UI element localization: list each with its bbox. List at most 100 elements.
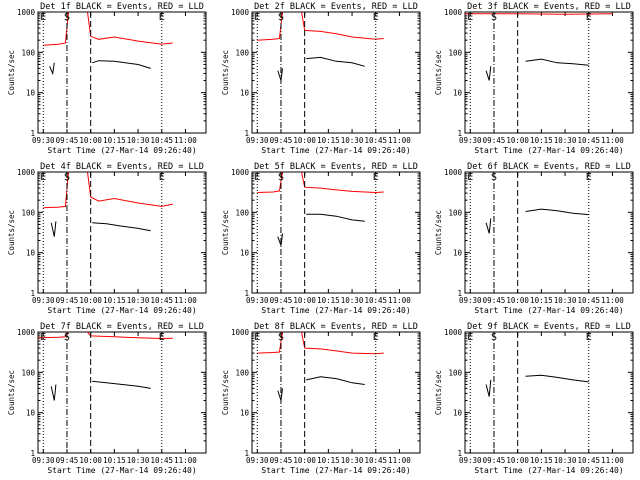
plot-frame: [464, 171, 634, 294]
y-tick-label: 1000: [231, 168, 250, 177]
x-axis: 09:30 09:45 10:00 10:15 10:30 10:45 11:00: [246, 332, 411, 465]
chart-panel-2: Det 2f BLACK = Events, RED = LLD 1 10 100 10…: [221, 2, 421, 155]
plot-frame: [251, 11, 421, 134]
x-tick-label: 10:45: [364, 296, 387, 305]
y-tick-label: 1000: [444, 328, 463, 337]
y-tick-label: 10: [26, 249, 36, 258]
y-tick-label: 1: [244, 449, 249, 458]
y-axis-label: Counts/sec: [434, 50, 443, 95]
chart-title: Det 7f BLACK = Events, RED = LLD: [40, 322, 204, 332]
y-tick-label: 10: [240, 409, 250, 418]
y-tick-label: 10: [240, 249, 250, 258]
x-tick-label: 10:45: [577, 296, 600, 305]
series-line-events: [277, 388, 283, 401]
marker-label: E: [586, 332, 592, 343]
y-axis-label: Counts/sec: [221, 370, 230, 415]
y-tick-label: 1: [457, 289, 462, 298]
x-tick-label: 10:00: [293, 456, 316, 465]
x-axis: 09:30 09:45 10:00 10:15 10:30 10:45 11:00: [32, 332, 197, 465]
chart-panel-1: Det 1f BLACK = Events, RED = LLD 1 10 100 10…: [7, 2, 207, 155]
x-tick-label: 10:30: [554, 296, 577, 305]
chart-panel-7: Det 7f BLACK = Events, RED = LLD 1 10 100 10…: [7, 322, 207, 475]
marker-label: E: [159, 332, 165, 343]
series-line-events: [277, 68, 283, 81]
x-tick-label: 10:15: [530, 456, 553, 465]
plot-area: [42, 12, 173, 133]
series-line-lld: [87, 12, 173, 45]
marker-label: S: [278, 12, 284, 23]
x-tick-label: 09:45: [483, 136, 506, 145]
plot-frame: [251, 171, 421, 294]
y-tick-label: 10: [453, 249, 463, 258]
x-tick-label: 10:15: [317, 456, 340, 465]
x-tick-label: 10:45: [577, 456, 600, 465]
y-tick-label: 100: [235, 208, 249, 217]
y-tick-label: 10: [26, 89, 36, 98]
x-tick-label: 11:00: [388, 456, 411, 465]
y-axis: 1 10 100 1000: [231, 328, 420, 458]
y-tick-label: 1000: [17, 328, 36, 337]
x-tick-label: 11:00: [601, 456, 624, 465]
y-tick-label: 100: [448, 368, 462, 377]
x-tick-label: 09:45: [483, 296, 506, 305]
x-tick-label: 09:30: [459, 456, 482, 465]
series-line-lld: [87, 172, 173, 207]
x-axis-label: Start Time (27-Mar-14 09:26:40): [261, 466, 410, 475]
x-tick-label: 09:30: [459, 136, 482, 145]
marker-label: S: [64, 332, 70, 343]
x-tick-label: 10:30: [341, 456, 364, 465]
x-tick-label: 10:45: [150, 296, 173, 305]
series-line-lld: [257, 172, 283, 193]
x-axis: 09:30 09:45 10:00 10:15 10:30 10:45 11:00: [459, 172, 624, 305]
x-axis-label: Start Time (27-Mar-14 09:26:40): [47, 306, 196, 315]
x-tick-label: 10:45: [150, 136, 173, 145]
x-tick-label: 10:45: [577, 136, 600, 145]
x-tick-label: 09:30: [32, 296, 55, 305]
x-axis-label: Start Time (27-Mar-14 09:26:40): [474, 466, 623, 475]
chart-panel-5: Det 5f BLACK = Events, RED = LLD 1 10 100 10…: [221, 162, 421, 315]
x-tick-label: 11:00: [601, 296, 624, 305]
x-tick-label: 09:30: [459, 296, 482, 305]
x-tick-label: 10:15: [103, 296, 126, 305]
plot-area: [256, 172, 384, 293]
x-tick-label: 09:45: [56, 456, 79, 465]
y-tick-label: 100: [235, 368, 249, 377]
y-axis-label: Counts/sec: [434, 210, 443, 255]
series-line-events: [277, 233, 283, 246]
x-axis: 09:30 09:45 10:00 10:15 10:30 10:45 11:00: [246, 172, 411, 305]
x-tick-label: 11:00: [174, 296, 197, 305]
chart-panel-6: Det 6f BLACK = Events, RED = LLD 1 10 100 10…: [434, 162, 634, 315]
chart-title: Det 9f BLACK = Events, RED = LLD: [467, 322, 631, 332]
y-tick-label: 1: [457, 449, 462, 458]
marker-label: S: [64, 172, 70, 183]
y-tick-label: 10: [26, 409, 36, 418]
y-tick-label: 10: [240, 89, 250, 98]
marker-label: E: [159, 172, 165, 183]
marker-label: S: [491, 172, 497, 183]
series-line-lld: [257, 332, 283, 354]
y-axis-label: Counts/sec: [7, 50, 16, 95]
marker-label: E: [586, 12, 592, 23]
x-tick-label: 09:30: [246, 136, 269, 145]
marker-label: E: [254, 332, 260, 343]
x-tick-label: 09:30: [32, 136, 55, 145]
x-tick-label: 10:45: [150, 456, 173, 465]
x-tick-label: 09:45: [483, 456, 506, 465]
x-tick-label: 11:00: [388, 136, 411, 145]
series-line-events: [50, 384, 57, 401]
x-tick-label: 10:15: [317, 136, 340, 145]
x-tick-label: 10:30: [127, 456, 150, 465]
y-axis: 1 10 100 1000: [444, 8, 633, 138]
marker-label: E: [373, 12, 379, 23]
marker-label: E: [467, 332, 473, 343]
x-axis: 09:30 09:45 10:00 10:15 10:30 10:45 11:00: [32, 12, 197, 145]
y-tick-label: 100: [21, 208, 35, 217]
chart-panel-9: Det 9f BLACK = Events, RED = LLD 1 10 100 10…: [434, 322, 634, 475]
y-tick-label: 1000: [17, 8, 36, 17]
x-tick-label: 10:00: [79, 136, 102, 145]
plot-area: [256, 332, 384, 453]
marker-label: E: [467, 12, 473, 23]
marker-label: E: [254, 12, 260, 23]
y-axis: 1 10 100 1000: [17, 8, 206, 138]
x-tick-label: 11:00: [601, 136, 624, 145]
